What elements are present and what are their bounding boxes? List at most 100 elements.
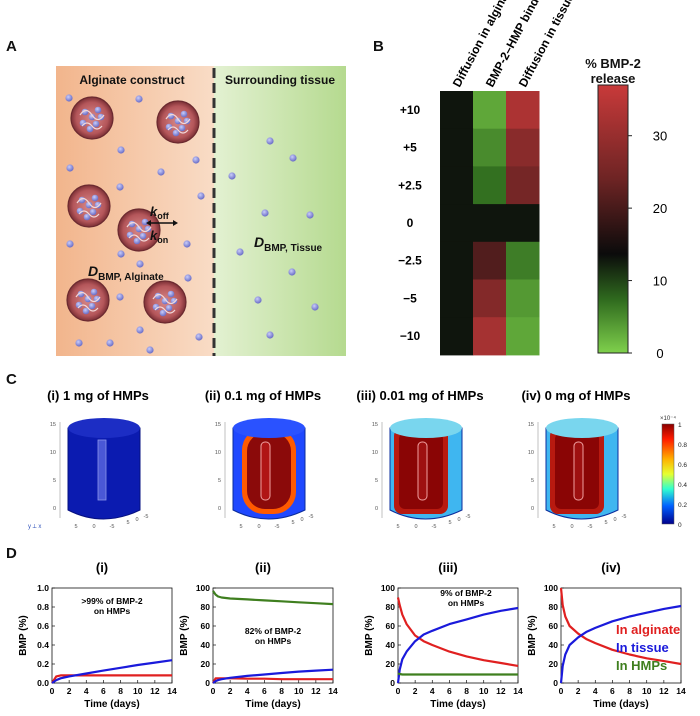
free-bmp-molecule	[306, 211, 314, 219]
series-line	[396, 597, 519, 667]
free-bmp-molecule	[117, 250, 125, 258]
z-axis-tick: 15	[372, 422, 378, 428]
kon-label: kon	[150, 228, 168, 245]
free-bmp-molecule	[75, 339, 83, 347]
z-axis-tick: 5	[53, 478, 56, 484]
y-axis-tick: 0	[300, 517, 303, 523]
z-axis-tick: 10	[50, 450, 56, 456]
x-tick-label: 0	[396, 686, 401, 696]
heatmap-cell	[506, 166, 540, 205]
chart-frame	[397, 587, 519, 684]
x-tick-label: 8	[627, 686, 632, 696]
bound-bmp-molecule	[152, 303, 160, 311]
heatmap-cell	[440, 317, 474, 356]
x-tick-label: 6	[447, 686, 452, 696]
bound-bmp-molecule	[178, 124, 186, 132]
y-tick-label: 0.8	[37, 602, 49, 612]
cylinder-core	[573, 441, 584, 501]
tissue-title: Surrounding tissue	[225, 73, 335, 87]
free-bmp-molecule	[184, 274, 192, 282]
free-bmp-molecule	[289, 154, 297, 162]
cylinder-core	[97, 439, 107, 501]
x-axis-tick: -5	[275, 524, 280, 530]
heatmap-cell	[440, 204, 474, 243]
series-line	[212, 668, 334, 684]
colorbar-title-2: release	[591, 71, 636, 86]
chart-annotation: on HMPs	[255, 636, 292, 646]
x-axis-tick: 0	[570, 524, 573, 530]
free-bmp-molecule	[261, 209, 269, 217]
z-axis-tick: 0	[531, 506, 534, 512]
simulation-cylinders: 1510505500-5-51510505500-5-51510505500-5…	[50, 418, 626, 530]
free-bmp-molecule	[117, 146, 125, 154]
bound-bmp-molecule	[84, 295, 92, 303]
free-bmp-molecule	[65, 94, 73, 102]
x-tick-label: 10	[642, 686, 652, 696]
bound-bmp-molecule	[165, 304, 173, 312]
y-tick-label: 40	[386, 640, 396, 650]
x-tick-label: 4	[84, 686, 89, 696]
heatmap-cell	[473, 279, 507, 318]
colorbar-ticks: 30 20 10 0	[628, 129, 667, 361]
heatmap-cell	[440, 128, 474, 167]
heatmap-cell	[440, 91, 474, 130]
y-tick-label: 100	[196, 583, 210, 593]
cylinder-core	[417, 441, 428, 501]
x-tick-label: 4	[245, 686, 250, 696]
simulation-title: (iii) 0.01 mg of HMPs	[356, 388, 483, 403]
scale-tick-label: 0.8	[678, 442, 687, 449]
colorbar-title-1: % BMP-2	[585, 56, 641, 71]
tissue-region	[214, 66, 346, 356]
free-bmp-molecule	[146, 346, 154, 354]
free-bmp-molecule	[136, 260, 144, 268]
hmp-particle	[67, 184, 111, 228]
hmp-particle	[143, 280, 187, 324]
heatmap-cell	[473, 317, 507, 356]
x-tick-label: 12	[659, 686, 669, 696]
concentration-colorbar	[661, 423, 675, 525]
colorbar-exponent: ×10⁻⁴	[660, 415, 676, 422]
x-tick-label: 6	[262, 686, 267, 696]
bound-bmp-molecule	[139, 232, 147, 240]
scale-tick-label: 1	[678, 422, 682, 429]
hmp-fiber	[79, 109, 105, 130]
free-bmp-molecule	[266, 137, 274, 145]
hmp-particle	[156, 100, 200, 144]
z-axis-tick: 0	[375, 506, 378, 512]
z-axis-tick: 0	[218, 506, 221, 512]
free-bmp-molecule	[116, 293, 124, 301]
heatmap-row-label: −5	[403, 291, 417, 305]
x-axis-tick: -5	[588, 524, 593, 530]
series-line	[559, 587, 682, 666]
y-axis-tick: 0	[457, 517, 460, 523]
chart-panel-label: (iv)	[601, 560, 621, 575]
chart-panel-label: (i)	[96, 560, 108, 575]
colorbar-tick-label: 20	[653, 201, 667, 216]
z-axis-tick: 5	[531, 478, 534, 484]
bound-bmp-molecule	[94, 106, 102, 114]
release-curves: (i) 0 2 4 6 8 10 12 14 0.0 0.2 0.4 0.6 0.8 1.0 Time (da…	[18, 560, 686, 710]
release-legend: In alginate In tissue In HMPs	[616, 622, 680, 673]
simulation-title: (i) 1 mg of HMPs	[47, 388, 149, 403]
x-tick-label: 8	[464, 686, 469, 696]
x-tick-label: 12	[496, 686, 506, 696]
hmp-fiber	[152, 293, 178, 314]
bound-bmp-molecule	[174, 117, 182, 125]
chart-frame	[560, 587, 682, 684]
scale-tick-label: 0.4	[678, 482, 687, 489]
chart-frame	[51, 587, 173, 684]
heatmap-cell	[506, 91, 540, 130]
y-axis-tick: 0	[135, 517, 138, 523]
bound-bmp-molecule	[76, 207, 84, 215]
x-tick-label: 0	[50, 686, 55, 696]
x-tick-label: 12	[150, 686, 160, 696]
release-chart: (iii) 0 2 4 6 8 10 12 14 0 20 40 60 80 100 Time (days) B…	[364, 560, 523, 710]
x-tick-label: 4	[593, 686, 598, 696]
heatmap-cell	[473, 241, 507, 280]
panel-c: C (i) 1 mg of HMPs (ii) 0.1 mg of HMPs (ii…	[6, 371, 687, 530]
bound-bmp-molecule	[161, 297, 169, 305]
